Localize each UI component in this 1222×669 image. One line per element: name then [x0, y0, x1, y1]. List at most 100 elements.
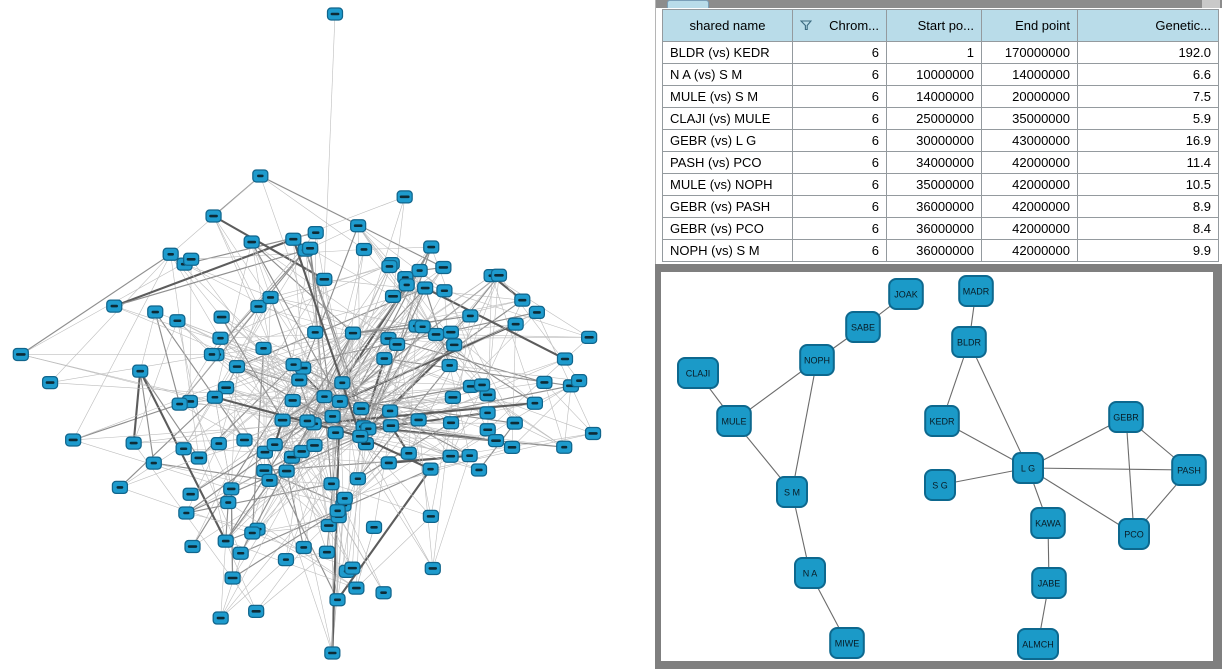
- table-row-2[interactable]: MULE (vs) S M 6 14000000 20000000 7.5: [662, 85, 1219, 108]
- table-row-5[interactable]: PASH (vs) PCO 6 34000000 42000000 11.4: [662, 151, 1219, 174]
- overview-node-67[interactable]: [411, 263, 428, 278]
- overview-node-106[interactable]: [232, 546, 249, 560]
- overview-node-56[interactable]: [206, 390, 224, 404]
- overview-node-133[interactable]: [462, 309, 479, 323]
- overview-node-89[interactable]: [243, 235, 260, 249]
- overview-node-141[interactable]: [318, 545, 336, 559]
- overview-node-137[interactable]: [277, 553, 295, 567]
- detail-edge-LG-PCO[interactable]: [1027, 467, 1135, 535]
- overview-node-37[interactable]: [365, 520, 383, 534]
- overview-node-124[interactable]: [324, 646, 341, 660]
- overview-node-52[interactable]: [329, 593, 346, 607]
- overview-node-62[interactable]: [147, 305, 164, 319]
- detail-edge-NOPH-SM[interactable]: [791, 359, 818, 493]
- overview-node-32[interactable]: [355, 242, 373, 257]
- overview-node-117[interactable]: [266, 438, 283, 452]
- overview-node-10[interactable]: [175, 442, 192, 456]
- detail-node-BLDR[interactable]: BLDR: [951, 326, 987, 358]
- overview-node-96[interactable]: [301, 241, 319, 255]
- overview-node-97[interactable]: [295, 540, 312, 555]
- overview-node-150[interactable]: [326, 7, 344, 21]
- overview-node-54[interactable]: [65, 433, 82, 447]
- overview-node-50[interactable]: [223, 482, 240, 496]
- overview-node-16[interactable]: [461, 449, 478, 463]
- column-header-chromosome[interactable]: Chrom...: [792, 9, 887, 42]
- overview-node-94[interactable]: [536, 375, 553, 390]
- detail-node-LG[interactable]: L G: [1012, 452, 1044, 484]
- detail-node-SABE[interactable]: SABE: [845, 311, 881, 343]
- table-row-0[interactable]: BLDR (vs) KEDR 6 1 170000000 192.0: [662, 41, 1219, 64]
- table-row-6[interactable]: MULE (vs) NOPH 6 35000000 42000000 10.5: [662, 173, 1219, 196]
- overview-node-55[interactable]: [442, 449, 459, 463]
- overview-node-15[interactable]: [442, 325, 459, 339]
- overview-node-122[interactable]: [111, 480, 129, 495]
- detail-node-KEDR[interactable]: KEDR: [924, 405, 960, 437]
- overview-node-91[interactable]: [427, 327, 445, 342]
- overview-node-129[interactable]: [424, 561, 441, 576]
- overview-node-134[interactable]: [584, 426, 602, 441]
- table-row-7[interactable]: GEBR (vs) PASH 6 36000000 42000000 8.9: [662, 195, 1219, 218]
- overview-node-99[interactable]: [132, 364, 149, 378]
- overview-node-21[interactable]: [324, 409, 341, 424]
- overview-node-23[interactable]: [220, 495, 237, 510]
- overview-node-85[interactable]: [212, 611, 229, 625]
- overview-node-28[interactable]: [183, 252, 200, 266]
- overview-node-92[interactable]: [171, 397, 188, 411]
- table-row-8[interactable]: GEBR (vs) PCO 6 36000000 42000000 8.4: [662, 217, 1219, 240]
- overview-node-131[interactable]: [291, 373, 308, 387]
- overview-node-132[interactable]: [422, 509, 440, 523]
- overview-node-110[interactable]: [285, 358, 302, 372]
- overview-node-123[interactable]: [376, 351, 393, 366]
- overview-node-139[interactable]: [236, 433, 253, 447]
- detail-node-PASH[interactable]: PASH: [1171, 454, 1207, 486]
- overview-node-128[interactable]: [213, 310, 230, 324]
- overview-node-120[interactable]: [348, 581, 365, 595]
- overview-node-98[interactable]: [293, 444, 310, 459]
- column-header-shared-name[interactable]: shared name: [662, 9, 793, 42]
- overview-node-125[interactable]: [299, 414, 316, 428]
- overview-node-72[interactable]: [284, 393, 301, 408]
- overview-node-148[interactable]: [106, 299, 123, 313]
- overview-node-49[interactable]: [184, 539, 201, 554]
- overview-node-18[interactable]: [581, 330, 598, 344]
- overview-node-3[interactable]: [162, 247, 179, 261]
- overview-node-9[interactable]: [422, 462, 439, 476]
- overview-node-20[interactable]: [479, 423, 496, 437]
- column-header-start-point[interactable]: Start po...: [886, 9, 982, 42]
- overview-node-24[interactable]: [380, 456, 397, 470]
- detail-network-canvas[interactable]: JOAK SABE NOPH CLAJI MULE MADR BLDR KEDR GEBR L G…: [661, 272, 1213, 661]
- overview-node-22[interactable]: [217, 381, 235, 395]
- detail-node-JABE[interactable]: JABE: [1031, 567, 1067, 599]
- overview-node-66[interactable]: [446, 338, 463, 352]
- overview-node-78[interactable]: [41, 375, 59, 390]
- overview-node-64[interactable]: [436, 284, 453, 298]
- detail-node-NOPH[interactable]: NOPH: [799, 344, 835, 376]
- overview-node-146[interactable]: [307, 226, 324, 240]
- overview-node-127[interactable]: [396, 190, 413, 204]
- overview-node-118[interactable]: [306, 438, 323, 453]
- overview-node-79[interactable]: [334, 376, 351, 390]
- overview-node-25[interactable]: [470, 463, 488, 477]
- overview-node-103[interactable]: [473, 378, 491, 392]
- overview-node-108[interactable]: [255, 341, 272, 355]
- overview-node-90[interactable]: [224, 571, 241, 585]
- overview-node-42[interactable]: [514, 293, 531, 307]
- overview-node-149[interactable]: [252, 169, 269, 183]
- overview-node-27[interactable]: [331, 394, 349, 409]
- overview-node-136[interactable]: [556, 352, 574, 366]
- overview-node-83[interactable]: [285, 232, 302, 246]
- detail-edge-GEBR-PCO[interactable]: [1125, 416, 1135, 535]
- overview-node-39[interactable]: [417, 281, 434, 295]
- overview-node-34[interactable]: [381, 404, 399, 418]
- column-header-end-point[interactable]: End point: [981, 9, 1078, 42]
- overview-node-51[interactable]: [217, 534, 234, 548]
- overview-node-81[interactable]: [244, 526, 261, 540]
- overview-node-53[interactable]: [12, 347, 29, 362]
- overview-node-138[interactable]: [307, 325, 324, 340]
- table-row-9[interactable]: NOPH (vs) S M 6 36000000 42000000 9.9: [662, 239, 1219, 262]
- overview-node-104[interactable]: [381, 259, 398, 274]
- overview-node-58[interactable]: [435, 260, 452, 275]
- overview-node-17[interactable]: [261, 473, 278, 487]
- overview-node-105[interactable]: [556, 440, 573, 454]
- detail-node-KAWA[interactable]: KAWA: [1030, 507, 1066, 539]
